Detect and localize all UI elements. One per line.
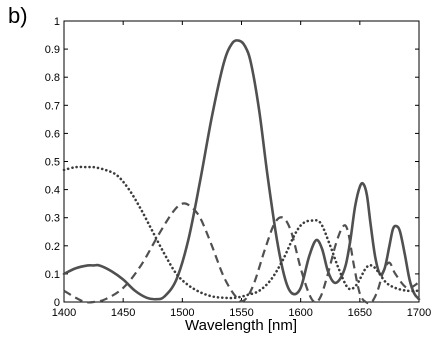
series-line-solid: [62, 39, 421, 301]
x-tick-label: 1500: [170, 307, 194, 319]
x-axis-label: Wavelength [nm]: [185, 317, 297, 334]
y-tick-label: 0.3: [45, 213, 60, 225]
y-tick-label: 0.7: [45, 100, 60, 112]
plot-frame: [63, 20, 420, 303]
figure-label: b): [8, 3, 28, 28]
y-tick-label: 1: [54, 16, 60, 28]
x-tick-label: 1400: [52, 307, 76, 319]
x-tick-label: 1600: [288, 307, 312, 319]
x-tick-label: 1700: [407, 307, 431, 319]
y-ticks: 0 0.1 0.2 0.3 0.4 0.5 0.6 0.7 0.8 0.9 1: [45, 16, 419, 309]
y-tick-label: 0.1: [45, 269, 60, 281]
x-ticks: 1400 1450 1500 1550 1600 1650 1700: [52, 21, 431, 319]
x-tick-label: 1550: [229, 307, 253, 319]
y-tick-label: 0.4: [45, 185, 60, 197]
series-line-dashed: [63, 202, 420, 305]
y-tick-label: 0.6: [45, 128, 60, 140]
y-tick-label: 0.8: [45, 72, 60, 84]
series-layer: [62, 39, 421, 305]
series-line-dotted: [62, 165, 421, 300]
x-tick-label: 1450: [111, 307, 135, 319]
y-tick-label: 0.2: [45, 241, 60, 253]
x-tick-label: 1650: [348, 307, 372, 319]
y-tick-label: 0.5: [45, 157, 60, 169]
y-tick-label: 0.9: [45, 44, 60, 56]
y-tick-label: 0: [54, 297, 60, 309]
